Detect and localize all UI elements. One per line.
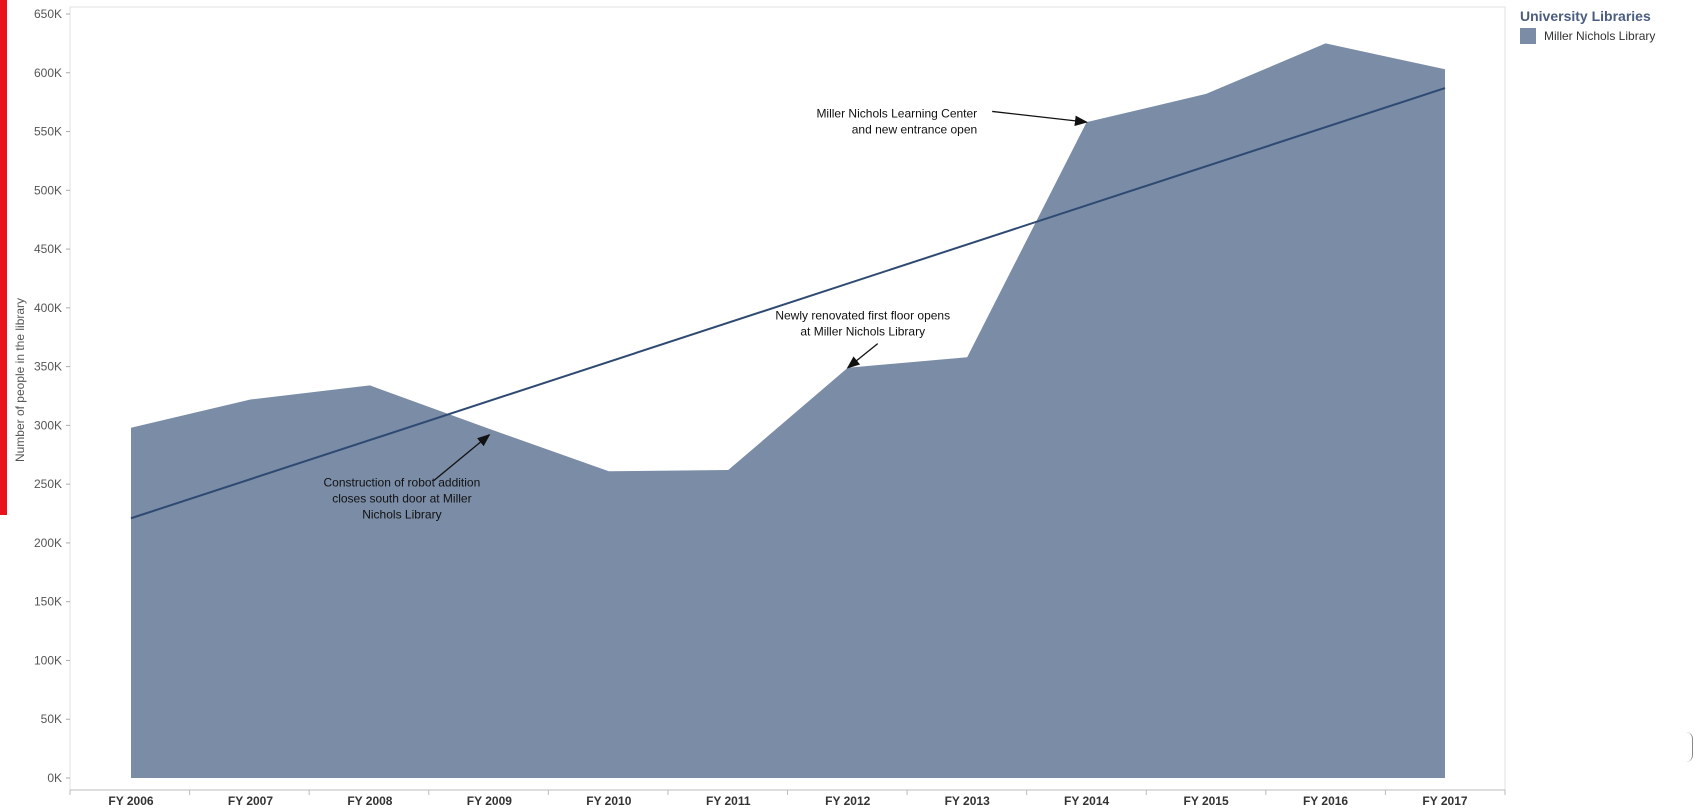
annotation-text: at Miller Nichols Library bbox=[800, 325, 925, 339]
y-tick-label: 450K bbox=[34, 242, 62, 256]
x-tick-label: FY 2007 bbox=[228, 794, 273, 808]
y-tick-label: 100K bbox=[34, 653, 62, 667]
annotation-arrow bbox=[846, 343, 879, 369]
y-tick-label: 550K bbox=[34, 125, 62, 139]
annotation-text: Miller Nichols Learning Center bbox=[816, 106, 977, 120]
page-curl-mark bbox=[1686, 732, 1693, 762]
y-tick-label: 200K bbox=[34, 536, 62, 550]
annotation-text: Newly renovated first floor opens bbox=[775, 309, 950, 323]
x-tick-label: FY 2009 bbox=[467, 794, 512, 808]
y-tick-label: 400K bbox=[34, 301, 62, 315]
annotation-arrow bbox=[992, 110, 1088, 126]
annotation-text: and new entrance open bbox=[852, 122, 977, 136]
y-tick-label: 650K bbox=[34, 7, 62, 21]
y-axis-label: Number of people in the library bbox=[13, 297, 27, 463]
y-tick-label: 600K bbox=[34, 66, 62, 80]
annotation-text: Construction of robot addition bbox=[324, 476, 481, 490]
legend-label: Miller Nichols Library bbox=[1544, 29, 1656, 43]
x-tick-label: FY 2012 bbox=[825, 794, 870, 808]
legend-title: University Libraries bbox=[1520, 8, 1651, 24]
area-series-miller-nichols bbox=[131, 43, 1445, 778]
legend: University Libraries Miller Nichols Libr… bbox=[1520, 8, 1655, 44]
trend-line bbox=[130, 87, 1446, 520]
y-tick-label: 300K bbox=[34, 418, 62, 432]
y-tick-label: 250K bbox=[34, 477, 62, 491]
annotation-arrow bbox=[433, 433, 491, 482]
y-tick-label: 0K bbox=[47, 771, 62, 785]
red-accent-bar bbox=[0, 0, 7, 515]
legend-swatch bbox=[1520, 28, 1536, 44]
y-tick-label: 500K bbox=[34, 183, 62, 197]
y-tick-label: 50K bbox=[41, 712, 62, 726]
annotation-text: Nichols Library bbox=[362, 508, 441, 522]
x-tick-label: FY 2013 bbox=[945, 794, 990, 808]
legend-item: Miller Nichols Library bbox=[1520, 28, 1655, 44]
x-tick-label: FY 2008 bbox=[347, 794, 392, 808]
x-tick-label: FY 2014 bbox=[1064, 794, 1109, 808]
x-tick-label: FY 2017 bbox=[1422, 794, 1467, 808]
annotation-text: closes south door at Miller bbox=[332, 492, 471, 506]
x-tick-label: FY 2011 bbox=[706, 794, 751, 808]
x-tick-label: FY 2015 bbox=[1184, 794, 1229, 808]
x-tick-label: FY 2010 bbox=[586, 794, 631, 808]
x-tick-label: FY 2006 bbox=[108, 794, 153, 808]
y-tick-label: 350K bbox=[34, 360, 62, 374]
y-tick-label: 150K bbox=[34, 595, 62, 609]
x-tick-label: FY 2016 bbox=[1303, 794, 1348, 808]
